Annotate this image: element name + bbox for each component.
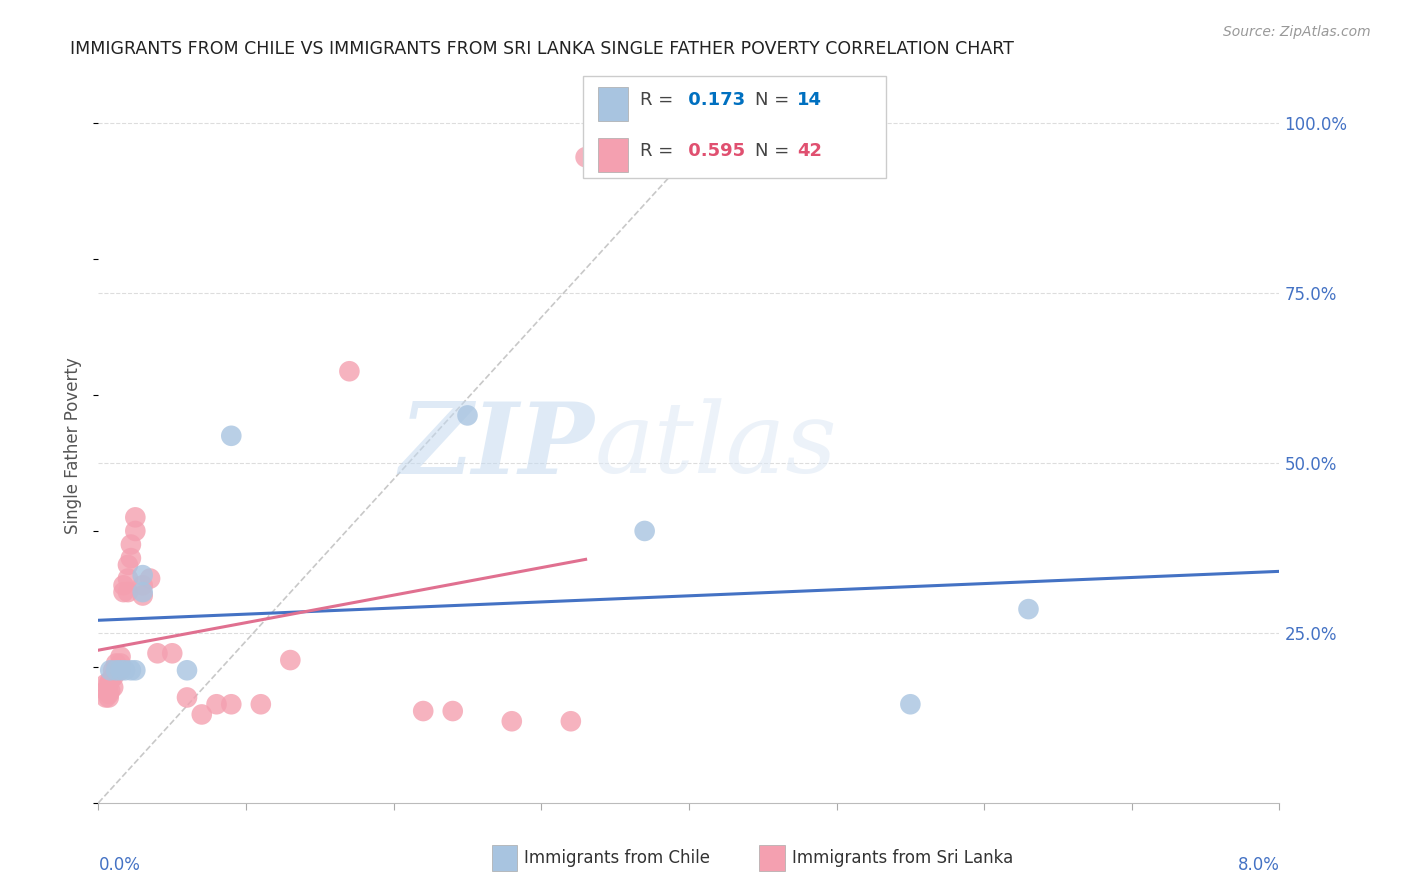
Point [146,646,169,660]
Text: Immigrants from Chile: Immigrants from Chile [524,849,710,867]
Text: 8.0%: 8.0% [1237,856,1279,874]
Point [205,698,228,712]
Point [900,698,922,712]
Point [110,663,132,677]
Text: 0.173: 0.173 [682,91,745,109]
Point [132,589,155,603]
Point [120,551,142,566]
Point [120,663,142,677]
Point [110,663,132,677]
Point [94,690,117,705]
Point [124,524,146,538]
Text: atlas: atlas [595,399,837,493]
Point [120,537,142,551]
Point [162,646,183,660]
Point [456,409,478,423]
Point [1017,602,1039,616]
Point [94,683,117,698]
Point [97,690,120,705]
Point [219,698,242,712]
Text: N =: N = [755,91,794,109]
Point [337,364,360,378]
Point [110,649,132,664]
Point [110,657,132,671]
Text: R =: R = [640,143,679,161]
Point [105,663,128,677]
Point [103,670,125,684]
Point [412,704,434,718]
Point [112,585,135,599]
Point [250,698,273,712]
Point [139,572,162,586]
Point [117,572,139,586]
Point [191,707,214,722]
Point [105,663,128,677]
Point [124,663,146,677]
Y-axis label: Single Father Poverty: Single Father Poverty [65,358,83,534]
Point [98,673,121,688]
Point [574,150,596,164]
Text: Immigrants from Sri Lanka: Immigrants from Sri Lanka [792,849,1012,867]
Point [114,663,136,677]
Text: N =: N = [755,143,794,161]
Text: 14: 14 [797,91,823,109]
Text: R =: R = [640,91,679,109]
Point [278,653,302,667]
Point [117,585,139,599]
Point [441,704,464,718]
Point [633,524,655,538]
Text: Source: ZipAtlas.com: Source: ZipAtlas.com [1223,25,1371,39]
Point [132,585,155,599]
Text: 0.0%: 0.0% [98,856,141,874]
Point [560,714,582,729]
Point [97,677,120,691]
Point [97,687,120,701]
Text: ZIP: ZIP [399,398,595,494]
Point [103,663,125,677]
Point [132,578,155,592]
Point [501,714,523,729]
Point [176,663,198,677]
Point [117,558,139,572]
Point [219,429,242,443]
Text: 42: 42 [797,143,823,161]
Point [94,677,117,691]
Point [105,657,128,671]
Point [112,578,135,592]
Point [98,683,121,698]
Point [103,680,125,694]
Text: 0.595: 0.595 [682,143,745,161]
Point [176,690,198,705]
Point [98,663,121,677]
Text: IMMIGRANTS FROM CHILE VS IMMIGRANTS FROM SRI LANKA SINGLE FATHER POVERTY CORRELA: IMMIGRANTS FROM CHILE VS IMMIGRANTS FROM… [70,40,1014,58]
Point [124,510,146,524]
Point [132,568,155,582]
